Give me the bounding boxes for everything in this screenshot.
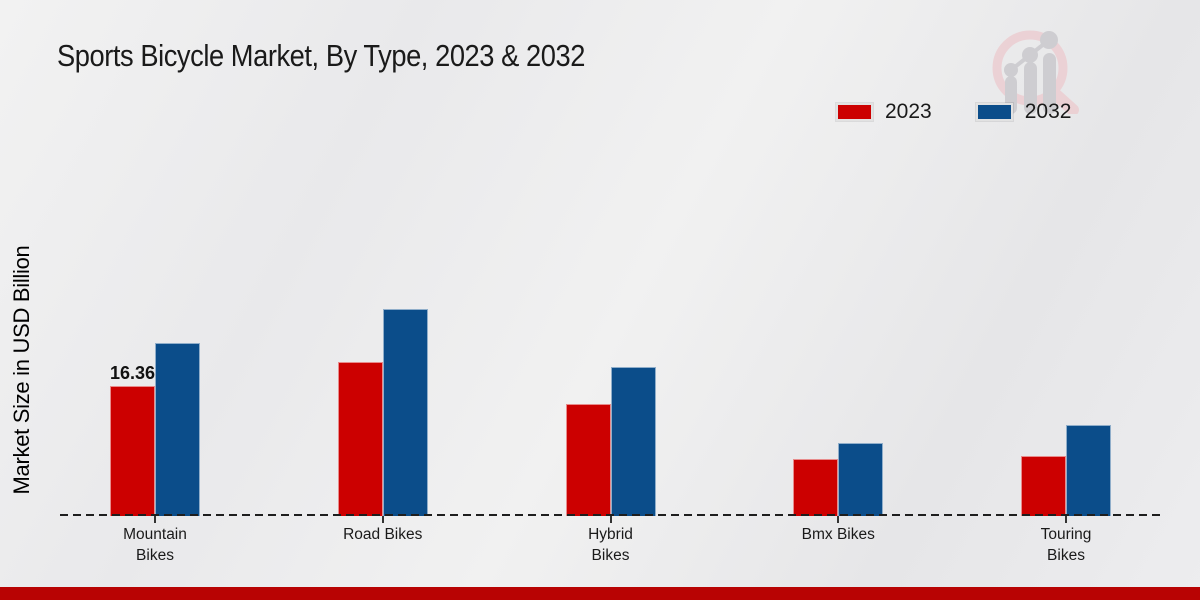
- legend-swatch-2023: [836, 103, 873, 121]
- legend-swatch-2032: [975, 103, 1013, 121]
- bar-2023-touring-bikes: [1021, 455, 1066, 516]
- x-axis-tick: [154, 516, 156, 523]
- bar-2032-hybrid-bikes: [610, 366, 656, 516]
- legend-item-2032: 2032: [975, 100, 1072, 124]
- bar-2023-mountain-bikes: [110, 385, 155, 516]
- bar-2023-road-bikes: [337, 361, 383, 516]
- category-label-bmx-bikes: Bmx Bikes: [801, 526, 875, 543]
- footer-accent-bar: [0, 587, 1200, 600]
- category-label-mountain-bikes: Mountain Bikes: [123, 526, 187, 564]
- x-axis-tick: [381, 516, 384, 523]
- legend: 2023 2032: [836, 100, 1101, 124]
- legend-label-2023: 2023: [885, 100, 932, 123]
- x-axis-tick: [609, 516, 612, 523]
- bar-2023-bmx-bikes: [793, 458, 839, 516]
- category-label-hybrid-bikes: Hybrid Bikes: [588, 526, 633, 564]
- category-label-road-bikes: Road Bikes: [343, 526, 423, 543]
- value-label-mountain-bikes-2023: 16.36: [109, 362, 155, 383]
- bar-2032-bmx-bikes: [838, 442, 884, 516]
- bar-2032-mountain-bikes: [155, 342, 200, 516]
- x-axis-tick: [1065, 516, 1067, 523]
- legend-label-2032: 2032: [1024, 100, 1072, 123]
- chart-title: Sports Bicycle Market, By Type, 2023 & 2…: [57, 38, 585, 73]
- legend-item-2023: 2023: [836, 100, 932, 124]
- x-axis-tick: [837, 516, 840, 523]
- x-axis-baseline: [60, 514, 1165, 516]
- category-label-touring-bikes: Touring Bikes: [1040, 526, 1092, 564]
- bar-2023-hybrid-bikes: [565, 403, 611, 516]
- bar-2032-touring-bikes: [1066, 424, 1111, 516]
- bar-2032-road-bikes: [382, 308, 428, 516]
- magnifier-bar-chart-logo-icon: [992, 30, 1079, 114]
